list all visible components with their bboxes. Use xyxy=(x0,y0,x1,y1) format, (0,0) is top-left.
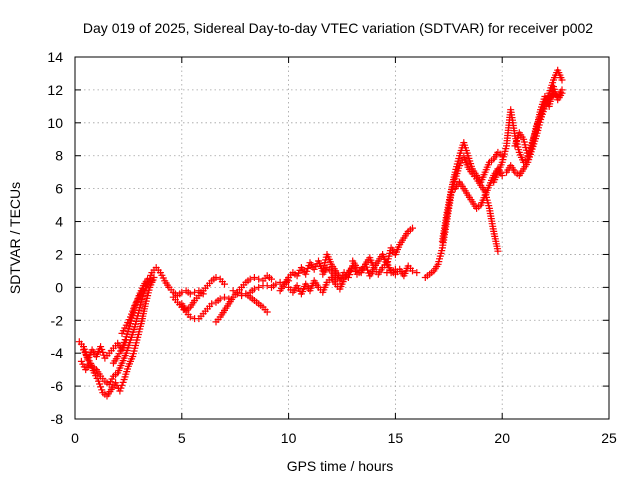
y-tick-label: 0 xyxy=(55,279,63,295)
series-markers xyxy=(80,278,152,388)
x-tick-label: 0 xyxy=(71,430,79,446)
chart-title: Day 019 of 2025, Sidereal Day-to-day VTE… xyxy=(83,20,593,36)
x-tick-label: 25 xyxy=(601,430,617,446)
axis-ticks: 0 5 10 15 20 25 -8 -6 -4 -2 0 2 4 6 8 10 12 14 xyxy=(47,49,617,446)
series-markers xyxy=(77,274,158,400)
data-series xyxy=(75,66,566,400)
series-markers xyxy=(421,153,502,281)
y-tick-label: -4 xyxy=(51,345,64,361)
y-tick-label: 12 xyxy=(47,82,63,98)
grid-lines xyxy=(75,57,609,419)
x-tick-label: 20 xyxy=(494,430,510,446)
x-tick-label: 15 xyxy=(388,430,404,446)
y-tick-label: 2 xyxy=(55,246,63,262)
series-markers xyxy=(511,83,566,160)
series-markers xyxy=(490,66,566,186)
series-markers xyxy=(212,272,275,326)
x-tick-label: 10 xyxy=(281,430,297,446)
series-markers xyxy=(144,264,207,300)
y-tick-label: -8 xyxy=(51,411,64,427)
plot-frame xyxy=(74,56,610,420)
y-tick-label: 8 xyxy=(55,148,63,164)
series-markers xyxy=(349,224,416,277)
series-markers xyxy=(438,139,506,245)
y-tick-label: 4 xyxy=(55,214,63,230)
y-tick-label: 10 xyxy=(47,115,63,131)
y-tick-label: 6 xyxy=(55,181,63,197)
y-tick-label: -2 xyxy=(51,312,64,328)
y-axis-label: SDTVAR / TECUs xyxy=(7,182,23,294)
x-tick-label: 5 xyxy=(178,430,186,446)
series-markers xyxy=(178,274,228,314)
x-axis-label: GPS time / hours xyxy=(287,458,394,474)
y-tick-label: -6 xyxy=(51,378,64,394)
series-markers xyxy=(233,290,271,316)
y-tick-label: 14 xyxy=(47,49,63,65)
series-markers xyxy=(383,262,421,280)
